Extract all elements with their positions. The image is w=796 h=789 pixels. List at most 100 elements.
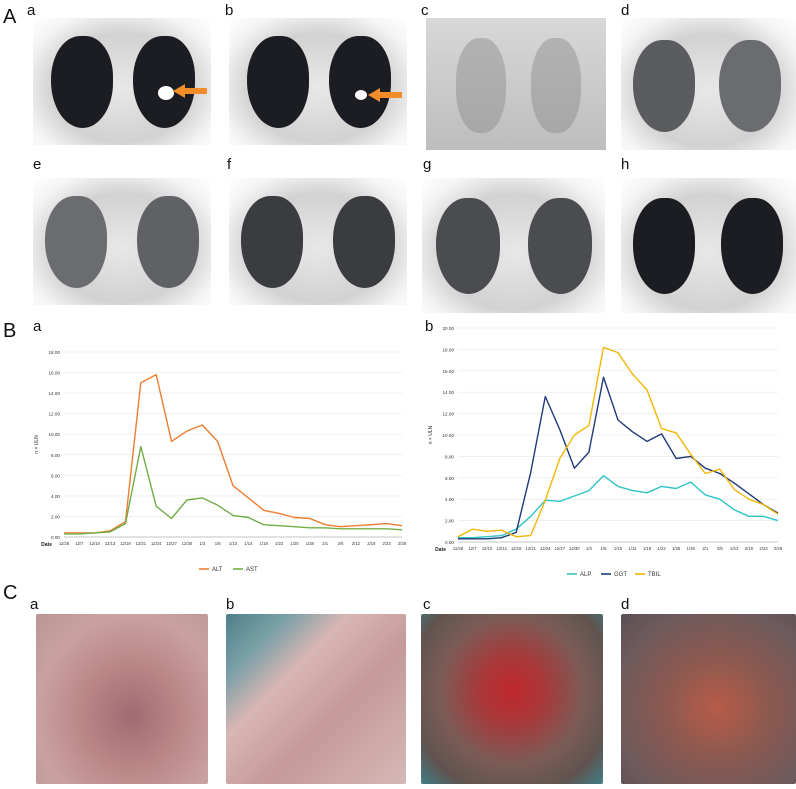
x-tick-label: 2/23 <box>383 541 392 546</box>
x-tick-label: 1/28 <box>687 546 696 551</box>
x-tick-label: 1/3 <box>199 541 205 546</box>
skin-photo-c <box>421 614 603 784</box>
x-tick-label: 2/19 <box>745 546 754 551</box>
x-tick-label: 2/23 <box>759 546 768 551</box>
legend-label-ggt: GGT <box>614 572 627 578</box>
x-tick-label: 12/27 <box>166 541 177 546</box>
y-tick-label: 0.00 <box>445 540 454 545</box>
y-tick-label: 0.00 <box>51 535 60 540</box>
panel-label-Ba: a <box>33 318 42 335</box>
x-tick-label: 2/12 <box>352 541 361 546</box>
x-tick-label: 2/6 <box>717 546 723 551</box>
x-axis-title: Date <box>435 547 446 553</box>
y-tick-label: 18.00 <box>443 347 455 352</box>
x-tick-label: 12/10 <box>482 546 493 551</box>
y-axis-title: n × ULN <box>34 435 40 454</box>
y-tick-label: 14.00 <box>49 391 61 396</box>
x-tick-label: 2/28 <box>774 546 783 551</box>
panel-label-Cc: c <box>423 596 431 613</box>
line-chart-liver-enzymes-a: 0.00 2.00 4.00 6.00 8.00 10.00 12.00 14.00 16.00… <box>34 350 407 573</box>
y-axis-title: n × ULN <box>428 425 434 444</box>
ct-scan-image-h <box>621 178 796 313</box>
series-line-ggt <box>458 376 779 540</box>
y-tick-label: 12.00 <box>443 412 455 417</box>
x-tick-label: 1/25 <box>290 541 299 546</box>
x-tick-label: 12/24 <box>540 546 551 551</box>
panel-label-Ca: a <box>30 596 39 613</box>
x-tick-label: 11/28 <box>59 541 70 546</box>
x-tick-label: 12/30 <box>569 546 580 551</box>
x-tick-label: 12/21 <box>525 546 536 551</box>
panel-label-Ad: d <box>621 2 630 19</box>
series-line-tbil <box>457 346 779 538</box>
y-tick-label: 16.00 <box>443 369 455 374</box>
x-axis-title: Date <box>41 542 52 548</box>
series-line-ast <box>64 445 403 535</box>
x-tick-label: 1/6 <box>215 541 221 546</box>
legend-label-ast: AST <box>246 567 258 573</box>
x-tick-label: 1/18 <box>260 541 269 546</box>
panel-label-Bb: b <box>425 318 434 335</box>
x-tick-label: 1/18 <box>643 546 652 551</box>
x-tick-label: 1/10 <box>229 541 238 546</box>
x-tick-label: 1/6 <box>601 546 607 551</box>
x-tick-label: 12/30 <box>182 541 193 546</box>
y-tick-label: 16.00 <box>49 371 61 376</box>
panel-label-Af: f <box>227 156 232 173</box>
y-tick-label: 18.00 <box>49 350 61 355</box>
series-line-alp <box>458 474 779 539</box>
panel-label-Ac: c <box>421 2 429 19</box>
panel-label-Cd: d <box>621 596 630 613</box>
legend-label-tbil: TBIL <box>648 572 661 578</box>
y-tick-label: 2.00 <box>445 519 454 524</box>
panel-label-Ag: g <box>423 156 432 173</box>
line-chart-liver-enzymes-b: 0.00 2.00 4.00 6.00 8.00 10.00 12.00 14.00 16.00… <box>428 326 783 578</box>
panel-label-Cb: b <box>226 596 235 613</box>
y-tick-label: 6.00 <box>51 473 60 478</box>
x-tick-label: 2/1 <box>702 546 708 551</box>
ct-scan-image-e <box>33 178 211 305</box>
x-tick-label: 1/25 <box>672 546 681 551</box>
skin-photo-b <box>226 614 406 784</box>
x-tick-label: 2/19 <box>367 541 376 546</box>
x-tick-label: 12/21 <box>136 541 147 546</box>
x-tick-label: 12/7 <box>75 541 84 546</box>
x-tick-label: 12/24 <box>151 541 162 546</box>
skin-photo-d <box>621 614 796 784</box>
x-tick-label: 12/18 <box>120 541 131 546</box>
panel-label-Ae: e <box>33 156 42 173</box>
ct-scan-image-b <box>229 18 407 145</box>
arrow-icon <box>173 84 207 98</box>
x-tick-label: 1/3 <box>586 546 592 551</box>
section-label-B: B <box>3 320 17 342</box>
x-tick-label: 11/28 <box>453 546 464 551</box>
ct-scan-image-g <box>422 178 605 313</box>
chest-xray-image-c <box>426 18 606 150</box>
x-tick-label: 1/10 <box>614 546 623 551</box>
x-tick-label: 2/6 <box>338 541 344 546</box>
section-label-A: A <box>3 6 17 28</box>
x-tick-label: 1/22 <box>275 541 284 546</box>
y-tick-label: 2.00 <box>51 514 60 519</box>
ct-scan-image-a <box>33 18 211 145</box>
x-tick-label: 2/1 <box>322 541 328 546</box>
x-tick-label: 12/18 <box>511 546 522 551</box>
ct-scan-image-d <box>621 18 796 150</box>
y-tick-label: 12.00 <box>49 412 61 417</box>
legend-label-alt: ALT <box>212 567 223 573</box>
y-tick-label: 20.00 <box>443 326 455 331</box>
x-tick-label: 2/12 <box>730 546 739 551</box>
arrow-icon <box>368 88 402 102</box>
panel-label-Ah: h <box>621 156 630 173</box>
series-line-alt <box>64 373 403 534</box>
x-tick-label: 1/14 <box>244 541 253 546</box>
x-tick-label: 12/13 <box>105 541 116 546</box>
x-tick-label: 2/28 <box>398 541 407 546</box>
x-tick-label: 1/14 <box>628 546 637 551</box>
y-tick-label: 4.00 <box>445 497 454 502</box>
x-tick-label: 1/28 <box>306 541 315 546</box>
x-tick-label: 12/7 <box>468 546 477 551</box>
y-tick-label: 8.00 <box>445 454 454 459</box>
panel-label-Ab: b <box>225 2 234 19</box>
x-tick-label: 12/27 <box>555 546 566 551</box>
